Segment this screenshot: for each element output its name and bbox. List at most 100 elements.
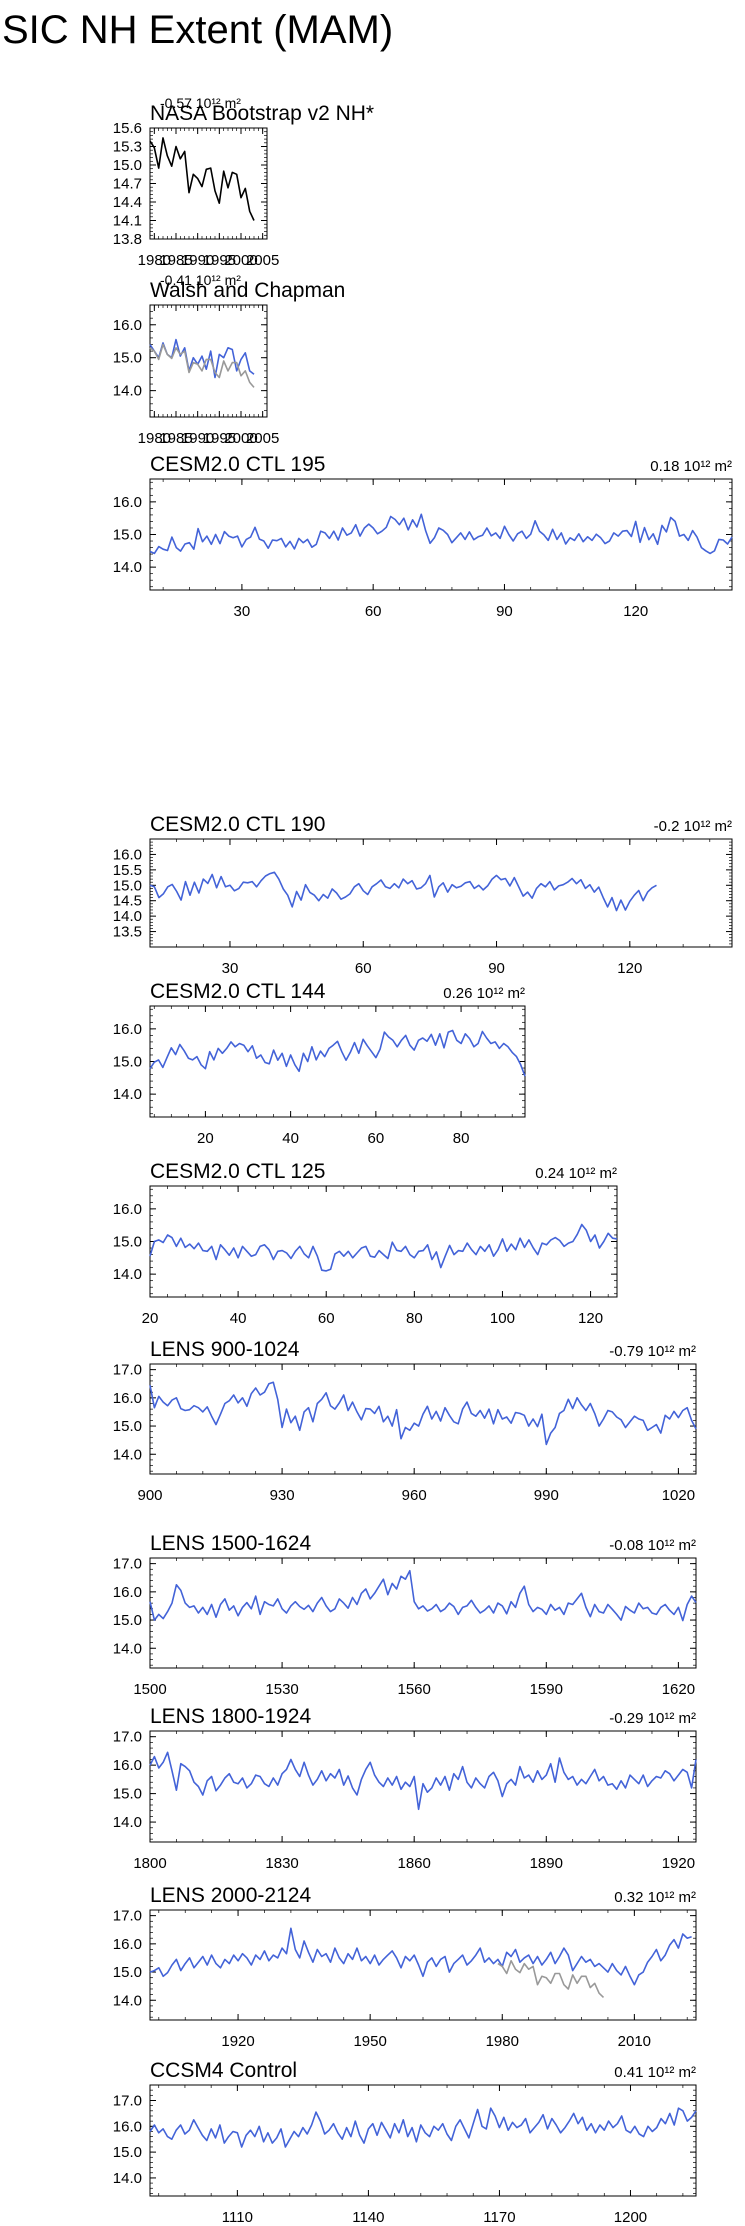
plot-frame <box>149 1730 697 1843</box>
plot-frame <box>149 127 268 240</box>
x-tick-label: 1020 <box>662 1487 695 1504</box>
x-tick-label: 1920 <box>221 2033 254 2050</box>
series-line-1 <box>149 1381 697 1446</box>
series-line-1 <box>149 1927 692 1986</box>
y-tick-label: 15.6 <box>113 120 142 137</box>
figure-title: SIC NH Extent (MAM) <box>2 8 394 52</box>
y-tick-label: 14.0 <box>113 1266 142 1283</box>
y-tick-label: 14.5 <box>113 893 142 910</box>
x-tick-label: 1500 <box>133 1681 166 1698</box>
y-tick-label: 15.0 <box>113 1786 142 1803</box>
x-tick-label: 120 <box>617 960 642 977</box>
x-tick-label: 900 <box>137 1487 162 1504</box>
panel-title: LENS 900-1024 <box>150 1338 300 1361</box>
plot-frame <box>149 1005 526 1118</box>
y-tick-label: 17.0 <box>113 2092 142 2109</box>
y-tick-label: 15.0 <box>113 1612 142 1629</box>
x-tick-label: 90 <box>496 603 513 620</box>
x-tick-label: 80 <box>406 1310 423 1327</box>
x-tick-label: 60 <box>368 1130 385 1147</box>
x-tick-label: 990 <box>534 1487 559 1504</box>
x-tick-label: 930 <box>270 1487 295 1504</box>
y-tick-label: 14.7 <box>113 176 142 193</box>
series-line-1 <box>149 2107 697 2148</box>
x-tick-label: 1995 <box>203 252 236 269</box>
y-tick-label: 16.0 <box>113 1021 142 1038</box>
trend-label: 0.24 10¹² m² <box>535 1165 617 1182</box>
panel-title: CESM2.0 CTL 190 <box>150 813 325 836</box>
trend-label: -0.57 10¹² m² <box>160 95 241 111</box>
x-tick-label: 1530 <box>265 1681 298 1698</box>
series-line-2 <box>149 343 255 388</box>
x-tick-label: 960 <box>402 1487 427 1504</box>
chart-panel-9: 1800 1830 1860 1890 1920 14.0 15.0 16.0 17.0 LENS… <box>113 1705 697 1872</box>
plot-frame <box>149 478 733 591</box>
x-tick-label: 1980 <box>138 252 171 269</box>
trend-label: 0.32 10¹² m² <box>614 1889 696 1906</box>
y-tick-label: 14.0 <box>113 1446 142 1463</box>
y-tick-label: 14.0 <box>113 2170 142 2187</box>
x-tick-label: 1110 <box>222 2209 253 2226</box>
x-tick-label: 60 <box>365 603 382 620</box>
panel-title: LENS 2000-2124 <box>150 1884 311 1907</box>
chart-panel-8: 1500 1530 1560 1590 1620 14.0 15.0 16.0 17.0 LENS… <box>113 1532 697 1698</box>
trend-label: 0.26 10¹² m² <box>443 985 525 1002</box>
y-tick-label: 15.0 <box>113 2144 142 2161</box>
y-tick-label: 15.5 <box>113 862 142 879</box>
y-tick-label: 15.0 <box>113 1964 142 1981</box>
y-tick-label: 13.5 <box>113 924 142 941</box>
y-tick-label: 15.0 <box>113 157 142 174</box>
panel-title: CESM2.0 CTL 125 <box>150 1160 325 1183</box>
chart-panel-4: 30 60 90 120 13.514.014.515.015.516.0 CESM2.0… <box>113 813 733 977</box>
y-tick-label: 14.0 <box>113 559 142 576</box>
chart-panel-10: 1920 1950 1980 2010 14.0 15.0 16.0 17.0 LENS 200… <box>113 1884 697 2050</box>
x-tick-label: 1920 <box>662 1855 695 1872</box>
y-tick-label: 17.0 <box>113 1729 142 1746</box>
panel-title: Walsh and Chapman <box>150 279 345 302</box>
x-tick-label: 1620 <box>662 1681 695 1698</box>
x-tick-label: 20 <box>197 1130 214 1147</box>
y-tick-label: 17.0 <box>113 1556 142 1573</box>
x-tick-label: 1560 <box>398 1681 431 1698</box>
plot-frame <box>149 1185 618 1298</box>
x-tick-label: 1990 <box>181 430 214 447</box>
x-tick-label: 2010 <box>618 2033 651 2050</box>
series-line-1 <box>149 137 255 221</box>
chart-panel-5: 20 40 60 80 14.0 15.0 16.0 CESM2.0 CTL 144 0.26 … <box>113 980 526 1147</box>
x-tick-label: 120 <box>623 603 648 620</box>
panel-title: CESM2.0 CTL 144 <box>150 980 326 1003</box>
trend-label: 0.18 10¹² m² <box>650 458 732 475</box>
y-tick-label: 15.0 <box>113 1234 142 1251</box>
x-tick-label: 1590 <box>530 1681 563 1698</box>
y-tick-label: 15.0 <box>113 1418 142 1435</box>
x-tick-label: 2005 <box>246 430 279 447</box>
chart-panel-3: 30 60 90 120 14.0 15.0 16.0 CESM2.0 CTL 195 0.18… <box>113 453 733 620</box>
y-tick-label: 16.0 <box>113 494 142 511</box>
plot-frame <box>149 838 733 948</box>
y-tick-label: 14.4 <box>113 194 142 211</box>
x-tick-label: 1985 <box>159 430 192 447</box>
y-tick-label: 14.0 <box>113 908 142 925</box>
x-tick-label: 1985 <box>159 252 192 269</box>
y-tick-label: 15.3 <box>113 139 142 156</box>
x-tick-label: 60 <box>318 1310 335 1327</box>
panel-title: NASA Bootstrap v2 NH* <box>150 102 374 125</box>
x-tick-label: 20 <box>142 1310 159 1327</box>
y-tick-label: 16.0 <box>113 1201 142 1218</box>
plot-frame <box>149 2084 697 2197</box>
y-tick-label: 14.0 <box>113 1814 142 1831</box>
x-tick-label: 120 <box>578 1310 603 1327</box>
x-tick-label: 30 <box>234 603 251 620</box>
series-line-1 <box>149 1223 618 1272</box>
x-tick-label: 1890 <box>530 1855 563 1872</box>
y-tick-label: 16.0 <box>113 1936 142 1953</box>
x-tick-label: 1860 <box>398 1855 431 1872</box>
series-line-1 <box>149 1029 526 1077</box>
x-tick-label: 1170 <box>483 2209 515 2226</box>
x-tick-label: 2005 <box>246 252 279 269</box>
x-tick-label: 40 <box>230 1310 247 1327</box>
x-tick-label: 1980 <box>138 430 171 447</box>
